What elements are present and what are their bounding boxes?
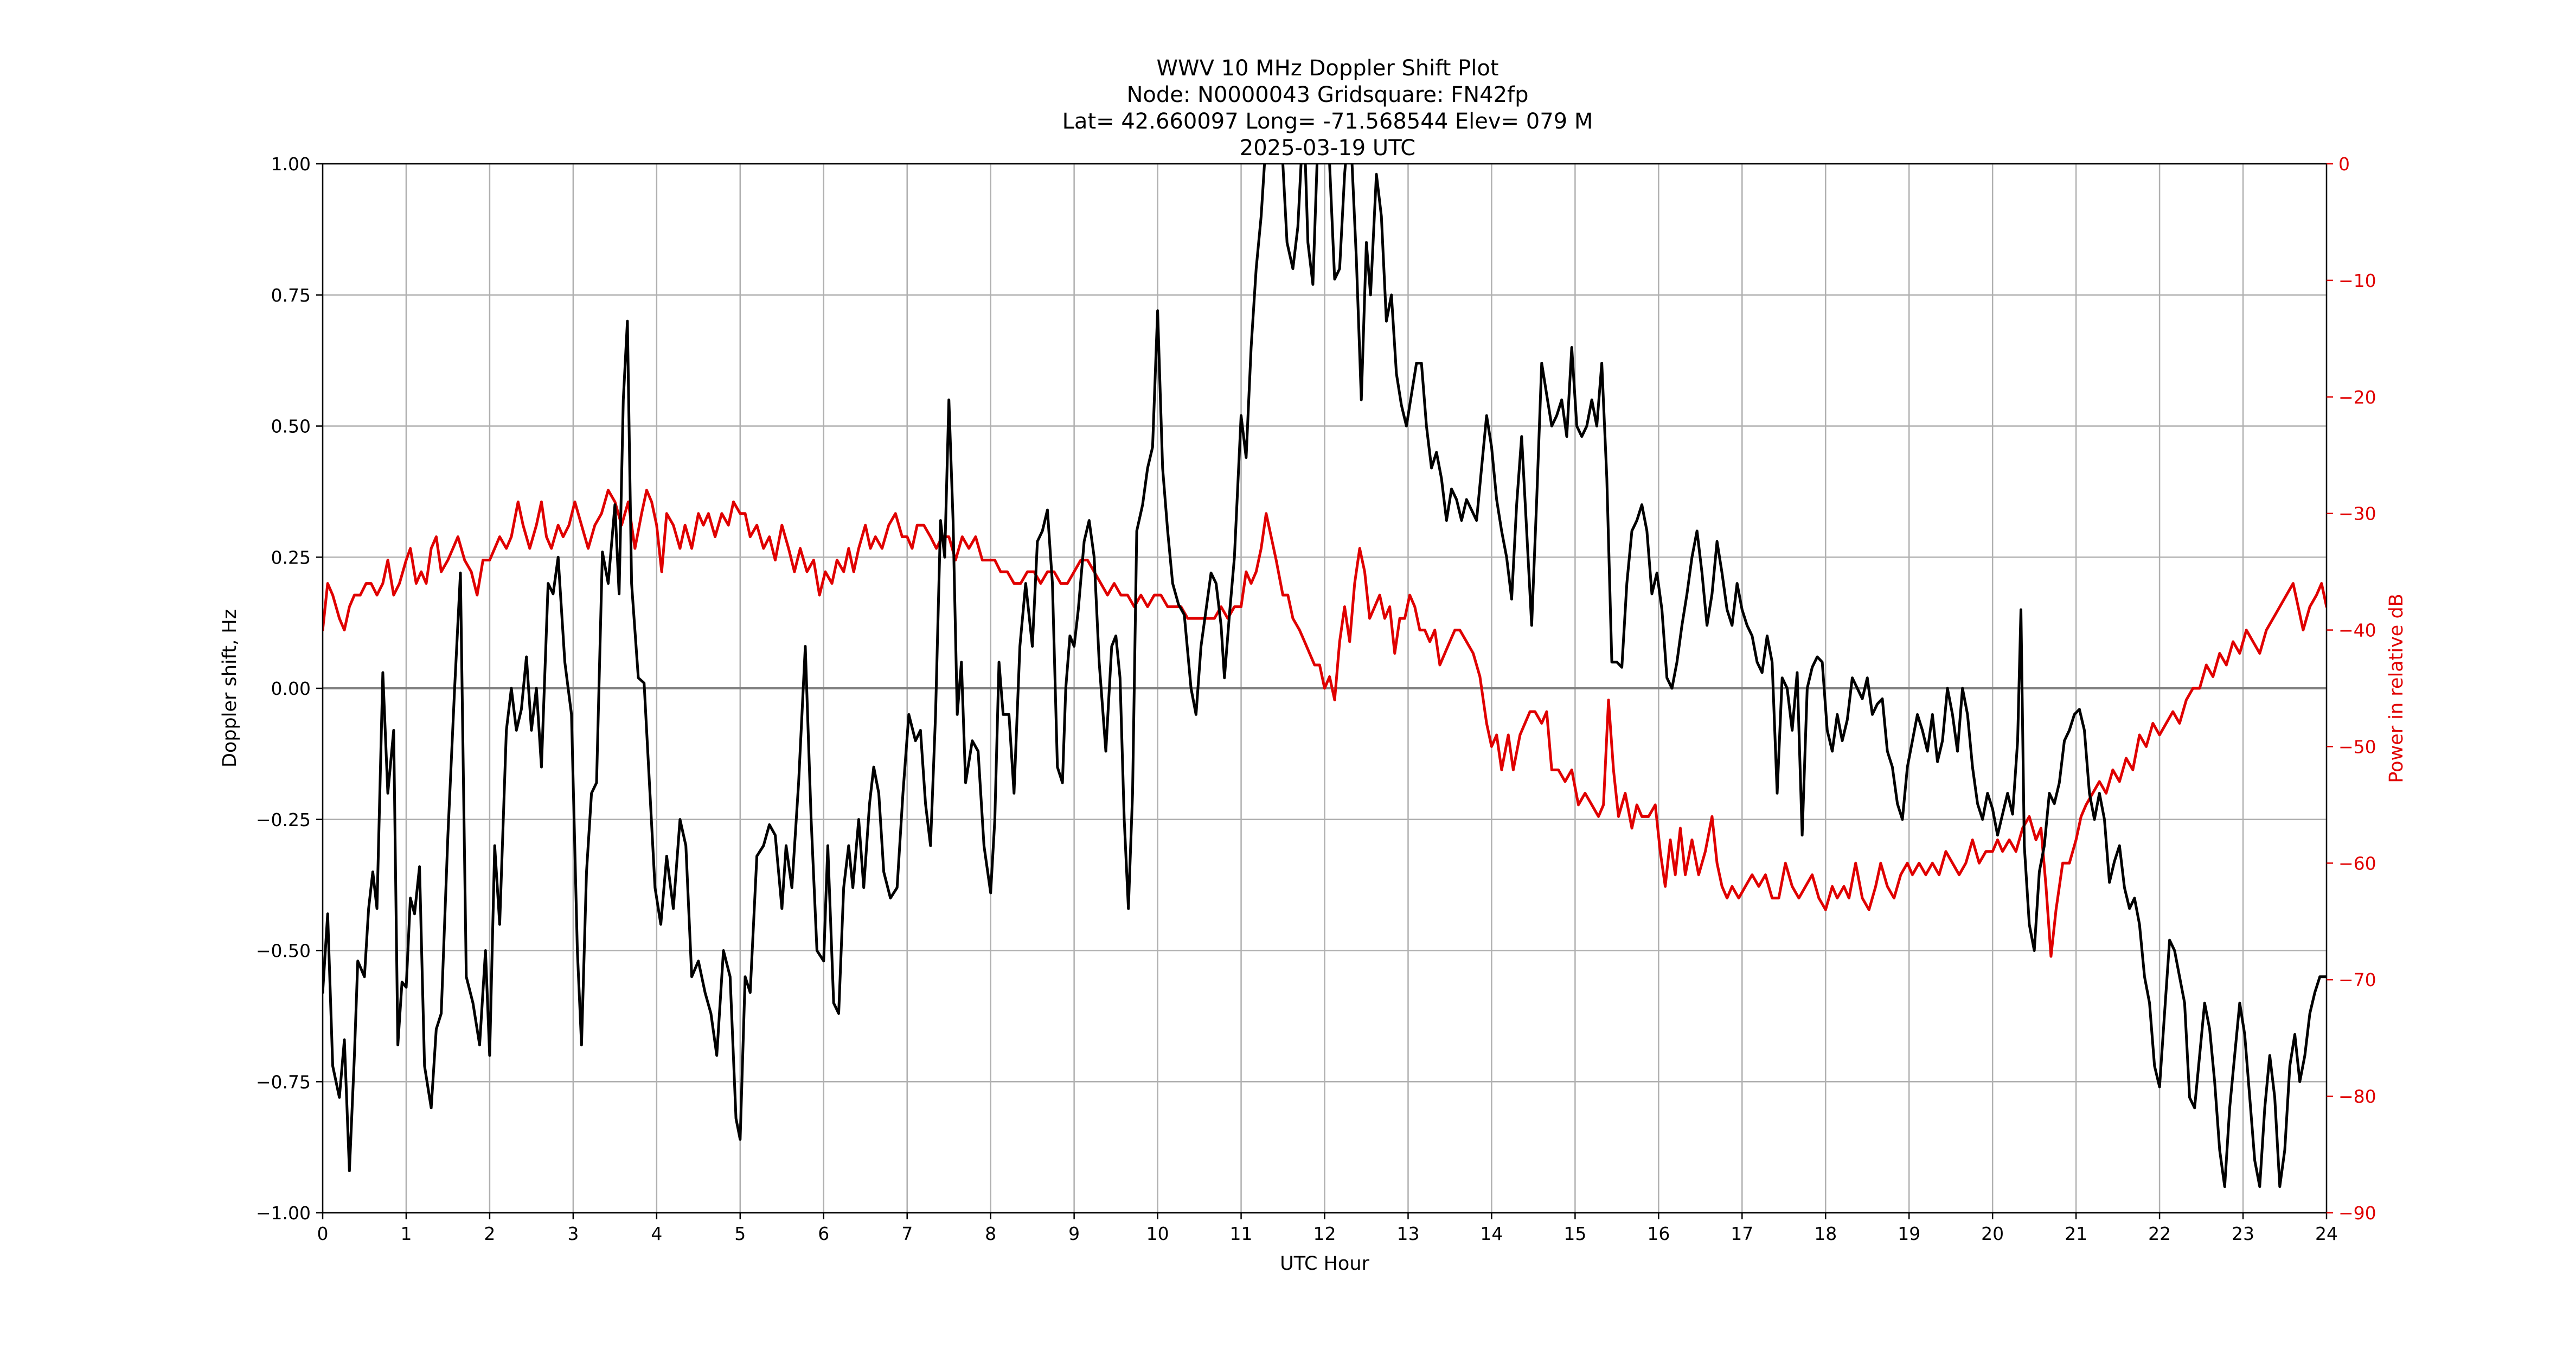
series	[323, 164, 2327, 1188]
y2-tick-label: −80	[2338, 1086, 2376, 1107]
x-tick-label: 14	[1480, 1223, 1503, 1244]
x-tick-label: 0	[317, 1223, 329, 1244]
x-tick-label: 18	[1814, 1223, 1837, 1244]
y-axis-right: 0 −10 −20 −30 −40 −50 −60 −70 −80 −90	[2327, 153, 2376, 1224]
y-tick-label: 0.50	[271, 416, 311, 437]
x-tick-label: 19	[1898, 1223, 1920, 1244]
y2-tick-label: −60	[2338, 853, 2376, 874]
x-tick-label: 7	[901, 1223, 913, 1244]
x-tick-label: 21	[2065, 1223, 2087, 1244]
x-tick-label: 13	[1396, 1223, 1419, 1244]
y2-tick-label: −10	[2338, 270, 2376, 291]
x-tick-label: 10	[1146, 1223, 1169, 1244]
y2-tick-label: −30	[2338, 503, 2376, 525]
title-line-2: Node: N0000043 Gridsquare: FN42fp	[1126, 82, 1528, 107]
title-line-1: WWV 10 MHz Doppler Shift Plot	[1156, 56, 1498, 81]
y-tick-label: −0.50	[256, 941, 311, 962]
x-tick-label: 11	[1230, 1223, 1253, 1244]
x-tick-label: 4	[651, 1223, 662, 1244]
y-tick-label: −0.75	[256, 1071, 311, 1092]
y-axis-left: 1.00 0.75 0.50 0.25 0.00 −0.25 −0.50 −0.75 −1.00	[256, 153, 323, 1224]
x-tick-label: 15	[1563, 1223, 1586, 1244]
x-tick-label: 17	[1731, 1223, 1753, 1244]
y2-tick-label: −50	[2338, 736, 2376, 757]
x-tick-label: 3	[567, 1223, 579, 1244]
y-axis-label: Doppler shift, Hz	[219, 609, 241, 767]
y2-tick-label: 0	[2338, 153, 2350, 175]
x-axis-label: UTC Hour	[1280, 1253, 1369, 1275]
doppler-series-line	[323, 164, 2327, 1188]
x-tick-label: 6	[818, 1223, 829, 1244]
x-tick-label: 2	[484, 1223, 495, 1244]
x-tick-label: 22	[2148, 1223, 2171, 1244]
x-tick-label: 1	[400, 1223, 412, 1244]
y2-tick-label: −90	[2338, 1203, 2376, 1224]
y-tick-label: −1.00	[256, 1203, 311, 1224]
y2-axis-label: Power in relative dB	[2386, 593, 2407, 783]
y-tick-label: 1.00	[271, 153, 311, 175]
title-line-3: Lat= 42.660097 Long= -71.568544 Elev= 07…	[1062, 109, 1593, 134]
x-axis: 0 1 2 3 4 5 6 7 8 9 10 11 12 13 14 15 16 17 18 19 20 21 22 23 24	[317, 1213, 2338, 1244]
x-tick-label: 20	[1981, 1223, 2004, 1244]
y2-tick-label: −70	[2338, 969, 2376, 990]
x-tick-label: 9	[1068, 1223, 1080, 1244]
y-tick-label: 0.75	[271, 285, 311, 306]
y-tick-label: 0.25	[271, 547, 311, 568]
x-tick-label: 12	[1313, 1223, 1336, 1244]
x-tick-label: 16	[1647, 1223, 1670, 1244]
y2-tick-label: −20	[2338, 387, 2376, 408]
x-tick-label: 5	[734, 1223, 746, 1244]
title-line-4: 2025-03-19 UTC	[1240, 136, 1415, 161]
x-tick-label: 24	[2315, 1223, 2338, 1244]
x-tick-label: 8	[985, 1223, 996, 1244]
chart-title: WWV 10 MHz Doppler Shift Plot Node: N000…	[1062, 56, 1593, 161]
y-tick-label: −0.25	[256, 809, 311, 830]
power-series-line	[323, 489, 2327, 958]
y-tick-label: 0.00	[271, 678, 311, 699]
y2-tick-label: −40	[2338, 620, 2376, 641]
x-tick-label: 23	[2232, 1223, 2254, 1244]
